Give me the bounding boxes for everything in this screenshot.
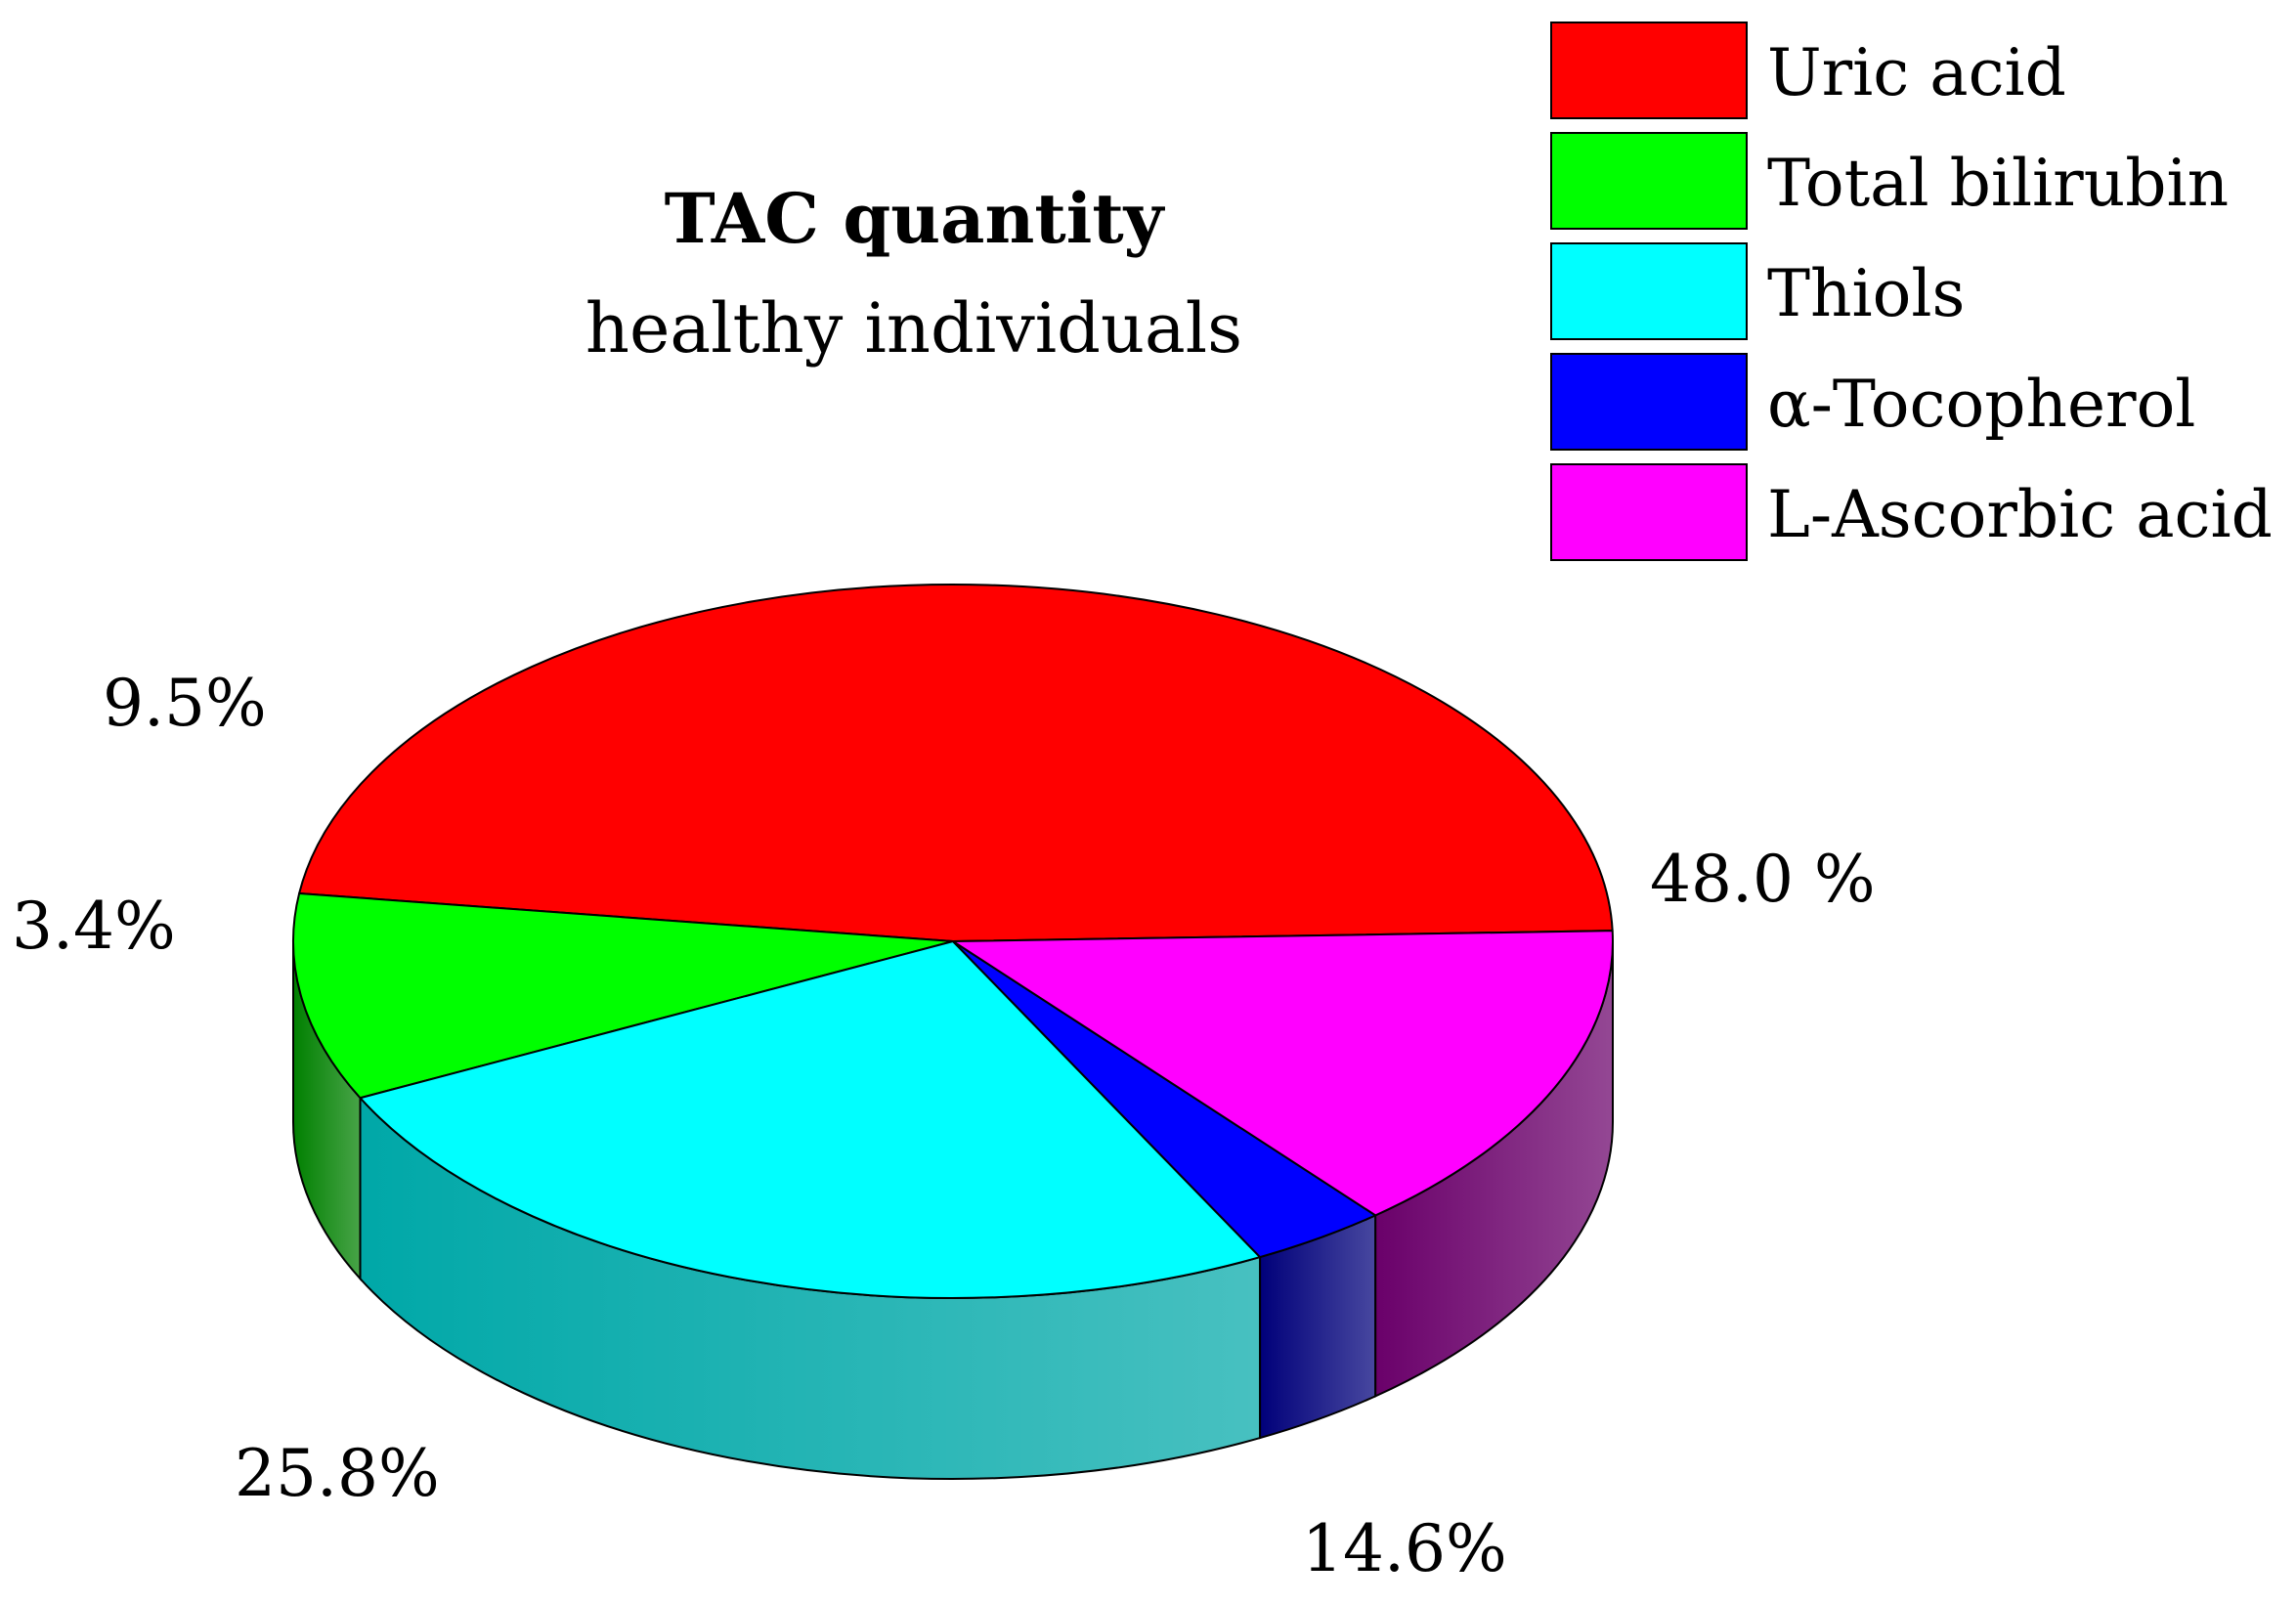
pie-sides [292, 940, 1614, 1481]
pie-slice-uric-acid [298, 584, 1614, 942]
value-label-l-ascorbic-acid: 14.6% [1302, 1511, 1507, 1586]
legend-swatch-l-ascorbic-acid [1550, 463, 1748, 561]
legend: Uric acid Total bilirubin Thiols α-Tocop… [1550, 22, 2273, 561]
legend-item-uric-acid: Uric acid [1550, 22, 2066, 119]
legend-swatch-uric-acid [1550, 22, 1748, 119]
legend-swatch-thiols [1550, 242, 1748, 340]
legend-label-l-ascorbic-acid: L-Ascorbic acid [1767, 477, 2273, 552]
legend-item-thiols: Thiols [1550, 242, 1965, 340]
chart-title: TAC quantity [665, 178, 1166, 259]
pie-slice-total-bilirubin [292, 891, 954, 1100]
legend-label-thiols: Thiols [1767, 256, 1965, 331]
pie-tops [292, 584, 1614, 1300]
value-label-alpha-tocopherol: 3.4% [12, 889, 176, 964]
chart-subtitle: healthy individuals [585, 288, 1242, 369]
value-label-total-bilirubin: 9.5% [103, 666, 267, 741]
legend-label-alpha-tocopherol: α-Tocopherol [1767, 367, 2195, 442]
value-label-uric-acid: 48.0 % [1650, 842, 1876, 917]
legend-swatch-alpha-tocopherol [1550, 353, 1748, 451]
legend-item-total-bilirubin: Total bilirubin [1550, 132, 2229, 230]
legend-label-uric-acid: Uric acid [1767, 35, 2066, 110]
legend-label-total-bilirubin: Total bilirubin [1767, 146, 2229, 221]
legend-swatch-total-bilirubin [1550, 132, 1748, 230]
pie-slice-thiols [359, 940, 1262, 1300]
legend-item-alpha-tocopherol: α-Tocopherol [1550, 353, 2195, 451]
value-label-thiols: 25.8% [235, 1436, 440, 1511]
pie-slice-l-ascorbic-acid [952, 930, 1614, 1217]
legend-item-l-ascorbic-acid: L-Ascorbic acid [1550, 463, 2273, 561]
